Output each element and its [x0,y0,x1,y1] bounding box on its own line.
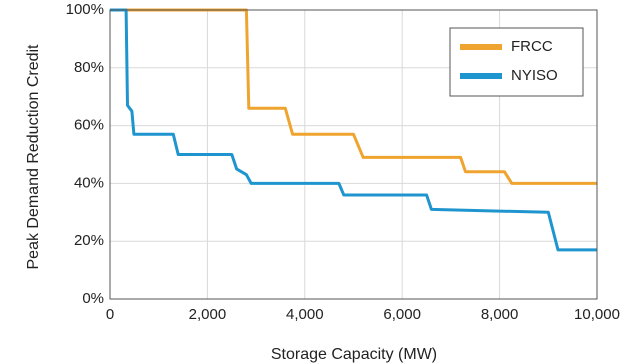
legend: FRCC NYISO [449,27,584,97]
x-tick-label: 10,000 [574,306,620,323]
x-tick-label: 2,000 [189,306,227,323]
x-tick-labels: 0 2,000 4,000 6,000 8,000 10,000 [106,306,620,323]
series-line-frcc [110,8,597,185]
x-tick-label: 0 [106,306,114,323]
y-axis-title: Peak Demand Reduction Credit [25,44,42,270]
x-tick-label: 4,000 [286,306,324,323]
plot-frame [109,9,598,300]
legend-box [449,27,584,97]
y-tick-labels: 0% 20% 40% 60% 80% 100% [66,1,104,307]
y-tick-label: 0% [82,290,104,307]
x-axis-title: Storage Capacity (MW) [271,346,437,363]
y-tick-label: 80% [74,59,104,76]
legend-label-frcc: FRCC [511,38,553,55]
y-tick-label: 20% [74,232,104,249]
y-tick-label: 100% [66,1,104,18]
y-tick-label: 40% [74,174,104,191]
y-tick-label: 60% [74,117,104,134]
series-layer [110,8,597,252]
x-tick-label: 8,000 [481,306,519,323]
series-line-nyiso [110,8,597,252]
x-tick-label: 6,000 [383,306,421,323]
legend-label-nyiso: NYISO [511,67,558,84]
